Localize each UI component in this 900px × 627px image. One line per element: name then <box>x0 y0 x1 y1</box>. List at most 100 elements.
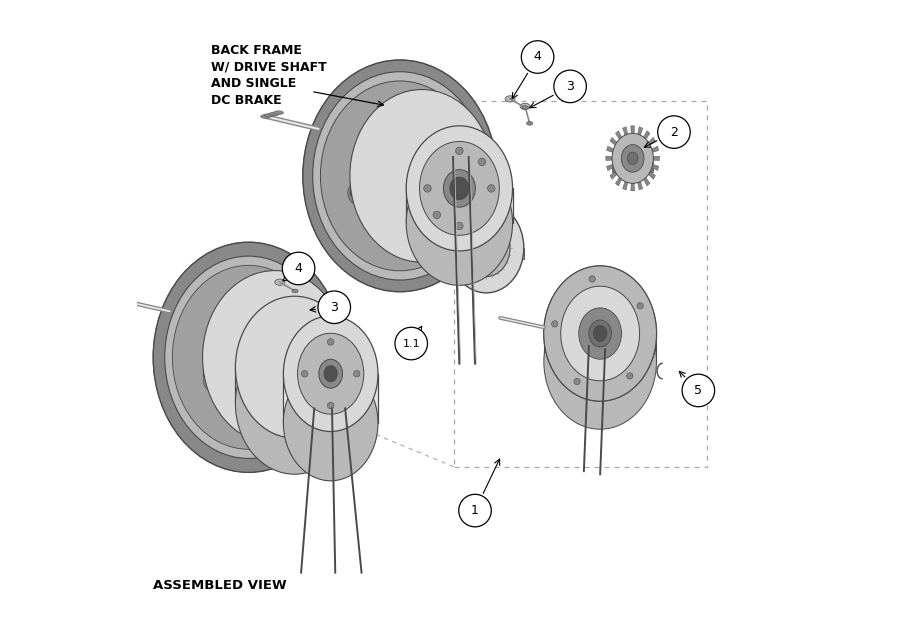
Polygon shape <box>638 182 643 190</box>
Text: 3: 3 <box>566 80 574 93</box>
Ellipse shape <box>303 60 497 292</box>
Ellipse shape <box>236 332 354 474</box>
Ellipse shape <box>153 243 344 472</box>
Ellipse shape <box>206 305 292 409</box>
Polygon shape <box>652 146 659 152</box>
Ellipse shape <box>302 371 308 377</box>
Ellipse shape <box>406 161 513 285</box>
Ellipse shape <box>303 60 497 292</box>
Ellipse shape <box>433 211 441 219</box>
Circle shape <box>682 374 715 407</box>
Ellipse shape <box>552 321 558 327</box>
Text: 4: 4 <box>534 51 542 63</box>
Ellipse shape <box>424 184 431 192</box>
Ellipse shape <box>455 147 464 155</box>
Ellipse shape <box>637 303 643 309</box>
Ellipse shape <box>505 96 515 102</box>
Ellipse shape <box>544 266 656 401</box>
Ellipse shape <box>522 106 528 110</box>
Polygon shape <box>616 177 622 186</box>
Polygon shape <box>607 146 614 152</box>
Ellipse shape <box>324 366 338 382</box>
Ellipse shape <box>621 145 644 172</box>
Text: ASSEMBLED VIEW: ASSEMBLED VIEW <box>153 579 286 592</box>
Ellipse shape <box>260 115 270 119</box>
Polygon shape <box>616 131 622 139</box>
Ellipse shape <box>350 90 494 262</box>
Ellipse shape <box>354 371 360 377</box>
Circle shape <box>521 41 553 73</box>
Ellipse shape <box>254 382 278 405</box>
Polygon shape <box>652 164 659 171</box>
Ellipse shape <box>416 130 441 155</box>
Ellipse shape <box>627 152 638 165</box>
Ellipse shape <box>450 177 469 199</box>
Polygon shape <box>202 357 347 376</box>
Ellipse shape <box>298 334 364 414</box>
Circle shape <box>283 252 315 285</box>
Ellipse shape <box>463 219 510 277</box>
Text: 4: 4 <box>294 262 302 275</box>
Ellipse shape <box>444 170 475 207</box>
Ellipse shape <box>274 111 284 115</box>
Polygon shape <box>606 156 612 161</box>
Ellipse shape <box>284 365 378 481</box>
Polygon shape <box>607 164 614 171</box>
Ellipse shape <box>478 158 486 166</box>
Ellipse shape <box>292 289 298 293</box>
Polygon shape <box>623 127 627 135</box>
Ellipse shape <box>589 276 595 282</box>
Circle shape <box>554 70 587 103</box>
Ellipse shape <box>265 113 274 117</box>
Ellipse shape <box>306 324 312 327</box>
Polygon shape <box>638 127 643 135</box>
Ellipse shape <box>312 71 487 280</box>
Ellipse shape <box>274 279 284 285</box>
Polygon shape <box>623 182 627 190</box>
Ellipse shape <box>122 295 131 299</box>
Polygon shape <box>649 172 655 179</box>
Polygon shape <box>544 334 656 362</box>
Ellipse shape <box>202 271 347 444</box>
Ellipse shape <box>419 142 500 235</box>
Ellipse shape <box>352 118 448 234</box>
Text: BACK FRAME
W/ DRIVE SHAFT
AND SINGLE
DC BRAKE: BACK FRAME W/ DRIVE SHAFT AND SINGLE DC … <box>211 45 327 107</box>
Ellipse shape <box>455 222 464 229</box>
Ellipse shape <box>165 256 332 458</box>
Polygon shape <box>653 156 660 161</box>
Circle shape <box>658 116 690 149</box>
Ellipse shape <box>126 293 136 298</box>
Ellipse shape <box>299 305 310 312</box>
Ellipse shape <box>526 122 533 125</box>
Ellipse shape <box>328 403 334 409</box>
Polygon shape <box>449 248 524 259</box>
Polygon shape <box>612 159 653 172</box>
Polygon shape <box>610 172 616 179</box>
Text: 5: 5 <box>695 384 702 397</box>
Ellipse shape <box>173 265 325 450</box>
Ellipse shape <box>520 103 530 110</box>
Ellipse shape <box>561 286 640 381</box>
Ellipse shape <box>488 184 495 192</box>
Ellipse shape <box>544 294 656 429</box>
Ellipse shape <box>480 240 492 255</box>
Ellipse shape <box>112 298 122 302</box>
Polygon shape <box>644 131 650 139</box>
Circle shape <box>318 291 350 324</box>
Ellipse shape <box>394 208 419 233</box>
Ellipse shape <box>475 234 498 261</box>
Ellipse shape <box>328 339 334 345</box>
Ellipse shape <box>364 117 390 142</box>
Ellipse shape <box>153 243 344 472</box>
Ellipse shape <box>544 266 656 401</box>
Ellipse shape <box>449 203 524 293</box>
Ellipse shape <box>236 296 354 438</box>
Ellipse shape <box>626 373 633 379</box>
Ellipse shape <box>574 378 580 384</box>
Polygon shape <box>610 137 616 145</box>
Ellipse shape <box>579 308 622 359</box>
Polygon shape <box>649 137 655 145</box>
Ellipse shape <box>319 359 343 388</box>
Polygon shape <box>644 177 650 186</box>
Polygon shape <box>631 183 634 191</box>
